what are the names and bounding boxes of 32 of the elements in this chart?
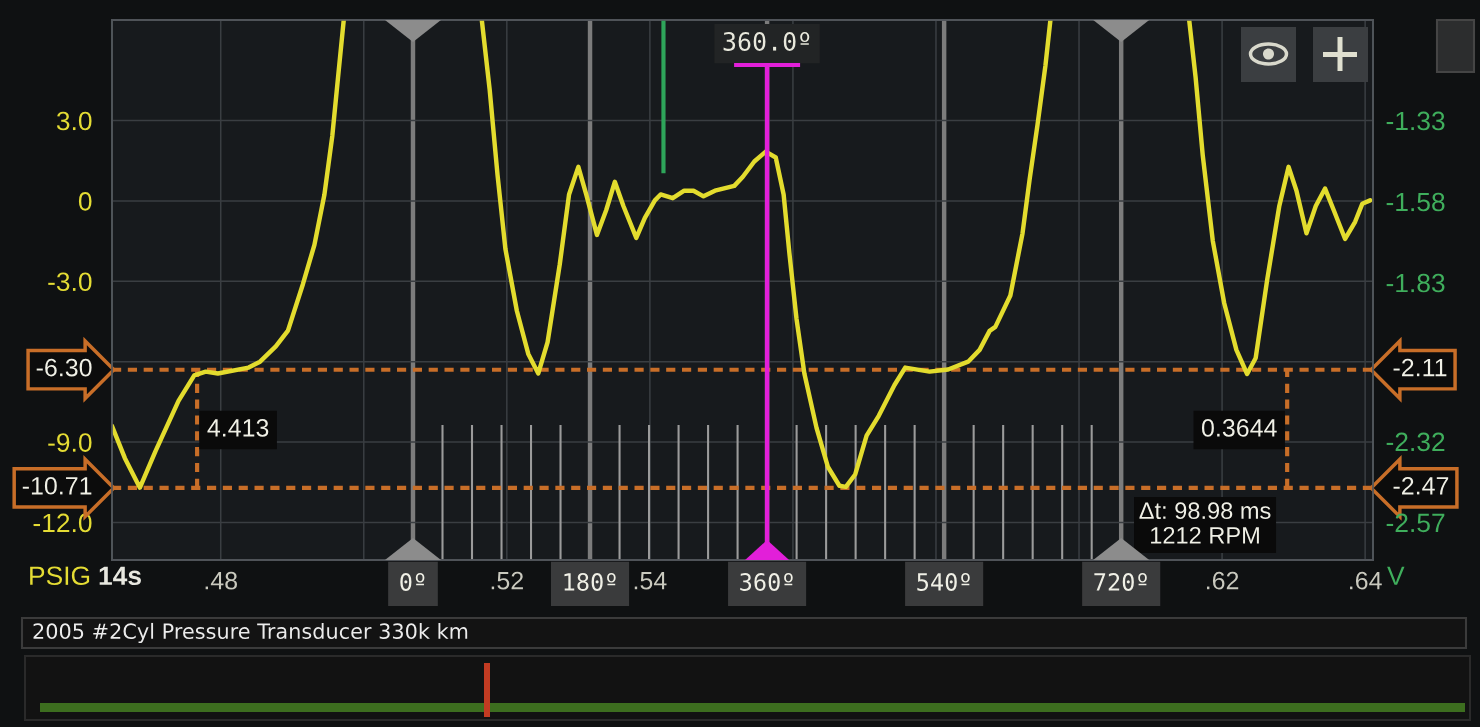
y2-axis-title: V	[1387, 566, 1405, 585]
x2-tick-label: 180º	[564, 573, 616, 591]
y-tick-label: -12.0	[33, 513, 92, 533]
x2-tick-label: 540º	[917, 573, 970, 591]
text: 2005 #2Cyl Pressure Transducer 330k km	[33, 622, 468, 644]
y2-tick-label: -2.57	[1386, 513, 1445, 533]
x2-tick-label: 720º	[1094, 573, 1147, 591]
x2-tick-label: 0º	[400, 573, 425, 591]
y-tick-label: 3.0	[56, 111, 92, 131]
y2-tick-label: -1.58	[1386, 192, 1445, 212]
y-axis-title: PSIG	[30, 566, 90, 586]
annotation: -2.47	[1393, 476, 1449, 495]
annotation: 0.3644	[1201, 419, 1277, 437]
y-tick-label: -9.0	[48, 433, 92, 452]
annotation: 4.413	[207, 419, 269, 437]
annotation: Δt: 98.98 ms 1212 RPM	[1139, 502, 1271, 544]
annotation: -2.11	[1393, 358, 1447, 377]
x-tick-label: .48	[205, 571, 238, 590]
y2-tick-label: -1.83	[1386, 273, 1445, 293]
ref-line-label: 360.0º	[723, 32, 810, 51]
x-tick-label: .54	[634, 572, 667, 590]
ref-line-label: -10.71	[22, 476, 92, 495]
y-tick-label: 0	[78, 192, 92, 211]
x2-tick-label: 360º	[740, 573, 793, 591]
y2-tick-label: -2.32	[1386, 432, 1445, 452]
text: 14s	[99, 566, 141, 586]
x-tick-label: .52	[491, 571, 523, 590]
y2-tick-label: -1.33	[1386, 111, 1445, 131]
y-tick-label: -3.0	[48, 272, 92, 292]
x-tick-label: .62	[1206, 571, 1239, 590]
x-tick-label: .64	[1350, 571, 1382, 590]
ref-line-label: -6.30	[36, 358, 92, 377]
